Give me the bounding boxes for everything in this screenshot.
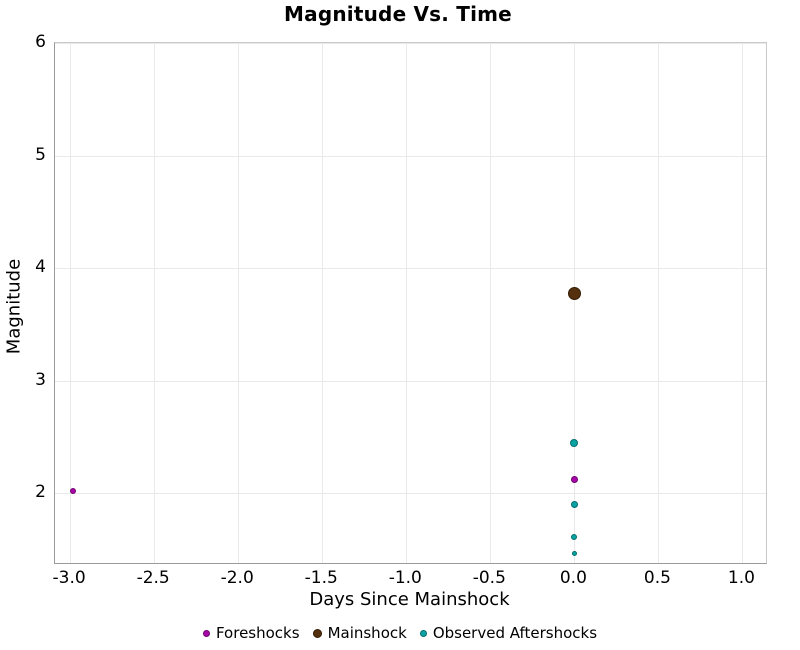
x-tick-label: -3.0 (52, 568, 86, 588)
x-gridline (70, 43, 72, 563)
x-gridline (154, 43, 156, 563)
y-gridline (55, 155, 766, 157)
y-gridline (55, 380, 766, 382)
x-gridline (742, 43, 744, 563)
y-tick-label: 4 (35, 257, 46, 278)
x-gridline (490, 43, 492, 563)
x-tick-label: -2.5 (136, 568, 170, 588)
mainshock-marker-icon (312, 628, 322, 638)
x-gridline (574, 43, 576, 563)
mainshock-point (567, 287, 581, 301)
x-tick-label: 0.5 (643, 568, 671, 588)
y-gridline (55, 43, 766, 44)
y-tick-label: 3 (35, 369, 46, 390)
observed-aftershocks-point (571, 534, 578, 541)
legend-label-mainshock: Mainshock (327, 624, 407, 642)
x-tick-label: 1.0 (727, 568, 755, 588)
x-tick-label: -1.0 (388, 568, 422, 588)
observed-aftershocks-marker-icon (419, 629, 427, 637)
legend-label-observed-aftershocks: Observed Aftershocks (432, 624, 598, 642)
observed-aftershocks-point (570, 500, 578, 508)
x-tick-label: -2.0 (220, 568, 254, 588)
x-tick-label: 0.0 (559, 568, 587, 588)
foreshocks-marker-icon (202, 629, 210, 637)
x-gridline (238, 43, 240, 563)
foreshocks-point (570, 476, 578, 484)
legend-item-mainshock: Mainshock (312, 624, 407, 642)
chart-title: Magnitude Vs. Time (284, 2, 512, 26)
y-gridline (55, 268, 766, 270)
observed-aftershocks-point (570, 438, 579, 447)
foreshocks-point (70, 487, 77, 494)
y-tick-label: 2 (35, 482, 46, 503)
observed-aftershocks-point (571, 551, 577, 557)
y-tick-label: 6 (35, 32, 46, 52)
legend-item-observed-aftershocks: Observed Aftershocks (419, 624, 598, 642)
y-tick-label: 5 (35, 144, 46, 165)
x-gridline (658, 43, 660, 563)
plot-area (54, 42, 767, 564)
x-gridline (322, 43, 324, 563)
x-axis-label: Days Since Mainshock (309, 589, 510, 610)
x-tick-label: -0.5 (472, 568, 506, 588)
legend: Foreshocks Mainshock Observed Aftershock… (0, 624, 800, 642)
x-gridline (406, 43, 408, 563)
legend-item-foreshocks: Foreshocks (202, 624, 300, 642)
x-tick-label: -1.5 (304, 568, 338, 588)
legend-label-foreshocks: Foreshocks (215, 624, 300, 642)
y-gridline (55, 493, 766, 495)
